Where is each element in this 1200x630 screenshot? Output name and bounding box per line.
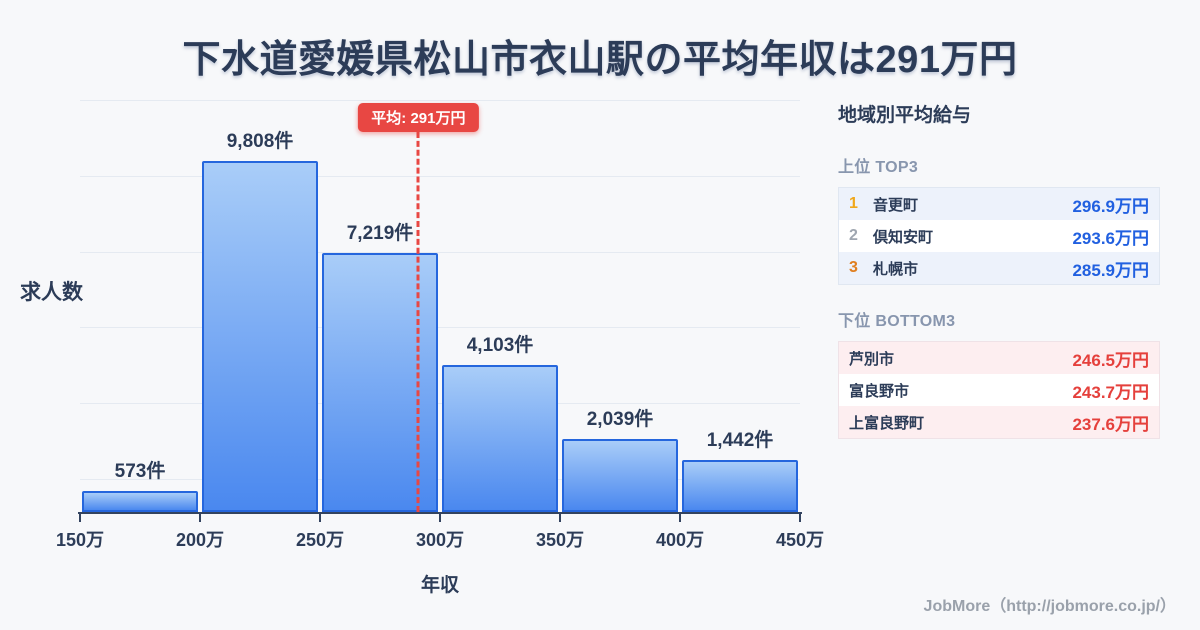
axis-tick <box>799 512 801 522</box>
axis-tick-label: 300万 <box>415 530 465 550</box>
histogram-bar <box>322 253 438 512</box>
region-name: 札幌市 <box>873 260 919 278</box>
gridline <box>80 100 800 101</box>
axis-tick <box>319 512 321 522</box>
top3-list: 1 音更町 296.9万円 2 倶知安町 293.6万円 3 札幌市 285.9万円 <box>838 187 1160 285</box>
bottom3-heading: 下位 BOTTOM3 <box>838 313 956 330</box>
x-axis-label: 年収 <box>420 575 459 596</box>
axis-tick-label: 450万 <box>775 530 825 550</box>
region-name: 倶知安町 <box>873 228 934 246</box>
page-title: 下水道愛媛県松山市衣山駅の平均年収は291万円 <box>182 39 1018 81</box>
bar-value-label: 573件 <box>114 461 166 483</box>
region-name: 上富良野町 <box>849 414 925 432</box>
region-salary-value: 285.9万円 <box>1072 260 1149 280</box>
bar-value-label: 2,039件 <box>586 408 654 430</box>
bar-value-label: 9,808件 <box>226 130 294 152</box>
rank-row: 3 札幌市 285.9万円 <box>839 252 1159 284</box>
bar-value-label: 1,442件 <box>706 430 774 452</box>
axis-tick <box>679 512 681 522</box>
salary-histogram: 573件 9,808件 7,219件 4,103件 2,039件 1,442件 150万 2… <box>56 100 824 550</box>
region-salary-value: 246.5万円 <box>1072 350 1149 370</box>
region-salary-value: 296.9万円 <box>1072 196 1149 216</box>
axis-tick <box>439 512 441 522</box>
rank-row: 芦別市 246.5万円 <box>839 342 1159 374</box>
gridline <box>80 252 800 253</box>
sidebar-title: 地域別平均給与 <box>838 105 972 126</box>
region-name: 富良野市 <box>849 382 910 400</box>
histogram-bar <box>82 491 198 512</box>
histogram-bar <box>562 438 678 512</box>
gridline <box>80 479 800 480</box>
rank-number: 2 <box>849 227 858 244</box>
top3-heading: 上位 TOP3 <box>838 159 919 176</box>
rank-row: 1 音更町 296.9万円 <box>839 188 1159 220</box>
histogram-bar <box>202 160 318 512</box>
gridline <box>80 176 800 177</box>
axis-tick-label: 250万 <box>295 530 345 550</box>
axis-tick <box>79 512 81 522</box>
bar-value-label: 4,103件 <box>466 335 534 357</box>
bar-value-label: 7,219件 <box>346 223 414 245</box>
region-salary-value: 293.6万円 <box>1072 228 1149 248</box>
histogram-bar <box>682 460 798 512</box>
histogram-bar <box>442 365 558 512</box>
gridline <box>80 327 800 328</box>
region-name: 音更町 <box>873 196 919 214</box>
axis-tick <box>559 512 561 522</box>
axis-tick-label: 150万 <box>55 530 105 550</box>
region-name: 芦別市 <box>849 350 895 368</box>
axis-tick-label: 200万 <box>175 530 225 550</box>
axis-tick-label: 400万 <box>655 530 705 550</box>
average-label: 平均: 291万円 <box>358 103 479 132</box>
rank-row: 2 倶知安町 293.6万円 <box>839 220 1159 252</box>
rank-number: 1 <box>849 195 858 212</box>
rank-number: 3 <box>849 259 858 276</box>
rank-row: 上富良野町 237.6万円 <box>839 406 1159 438</box>
rank-row: 富良野市 243.7万円 <box>839 374 1159 406</box>
axis-tick-label: 350万 <box>535 530 585 550</box>
credit-text: JobMore（http://jobmore.co.jp/） <box>923 598 1176 615</box>
axis-tick <box>199 512 201 522</box>
region-salary-value: 237.6万円 <box>1072 414 1149 434</box>
region-salary-value: 243.7万円 <box>1072 382 1149 402</box>
y-axis-label: 求人数 <box>20 281 83 304</box>
region-salary-panel: 地域別平均給与 上位 TOP3 1 音更町 296.9万円 2 倶知安町 293.6万円 3… <box>838 100 1160 439</box>
gridline <box>80 403 800 404</box>
bottom3-list: 芦別市 246.5万円富良野市 243.7万円上富良野町 237.6万円 <box>838 341 1160 439</box>
average-line <box>416 132 420 512</box>
